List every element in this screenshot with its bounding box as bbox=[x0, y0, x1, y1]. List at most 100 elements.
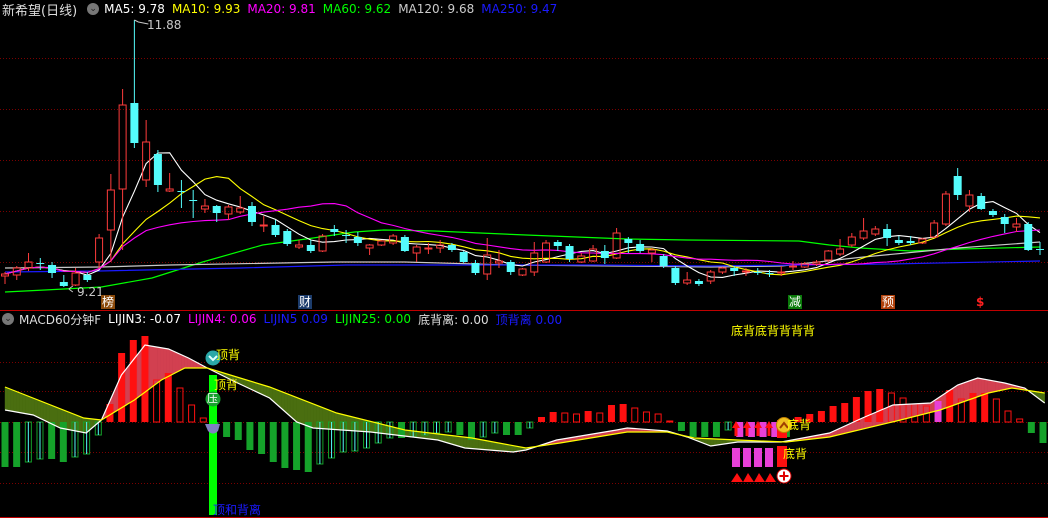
candle-up bbox=[542, 240, 551, 263]
candle-body bbox=[436, 244, 445, 249]
candle-body bbox=[506, 262, 515, 272]
candle-body bbox=[189, 200, 198, 201]
macd-band-segment bbox=[46, 402, 50, 423]
macd-bar-negative bbox=[234, 422, 242, 440]
macd-band-segment bbox=[54, 406, 59, 428]
candle-body bbox=[1024, 224, 1033, 250]
event-marker-rank[interactable]: 榜 bbox=[101, 295, 116, 309]
candle-body bbox=[859, 230, 868, 239]
candle-body bbox=[871, 228, 880, 235]
candle-body bbox=[389, 235, 398, 244]
macd-bar-positive bbox=[584, 411, 592, 422]
magenta-block bbox=[765, 448, 773, 467]
macd-bar-positive bbox=[852, 397, 860, 422]
plus-glyph bbox=[779, 471, 789, 481]
macd-band-segment bbox=[34, 398, 38, 418]
down-chevron-glyph bbox=[208, 355, 218, 362]
candle-down bbox=[988, 209, 997, 217]
ma120-value: MA120: 9.68 bbox=[398, 2, 475, 16]
candle-down bbox=[1036, 242, 1044, 255]
candle-down bbox=[1024, 222, 1033, 251]
dropdown-chevron-icon[interactable]: ⌄ bbox=[87, 3, 100, 15]
candle-body bbox=[824, 250, 833, 261]
candle-up bbox=[494, 250, 503, 268]
candle-body bbox=[600, 251, 609, 258]
main-header: 新希望(日线) ⌄ MA5: 9.78 MA10: 9.93 MA20: 9.8… bbox=[0, 0, 564, 19]
candle-up bbox=[518, 268, 527, 276]
macd-bar-positive-hollow bbox=[572, 413, 580, 423]
event-marker-forecast[interactable]: 预 bbox=[881, 295, 896, 309]
candle-up bbox=[930, 220, 939, 238]
macd-bar-positive-hollow bbox=[153, 379, 161, 423]
candle-down bbox=[36, 258, 45, 270]
candle-body bbox=[95, 237, 104, 263]
macd-bar-negative bbox=[223, 422, 231, 437]
macd-band-segment bbox=[495, 442, 500, 452]
pressure-circle-icon bbox=[205, 391, 221, 407]
candle-down bbox=[553, 240, 562, 251]
macd-band-segment bbox=[989, 380, 994, 393]
candle-body bbox=[941, 193, 950, 225]
bottom-divergence-label-1: 底背 bbox=[787, 418, 812, 432]
candle-body bbox=[259, 224, 268, 227]
macd-bar-positive-hollow bbox=[596, 412, 604, 423]
macd-bar-negative bbox=[456, 422, 464, 435]
macd-band-segment bbox=[498, 442, 503, 452]
dropdown-chevron-icon[interactable]: ⌄ bbox=[2, 313, 14, 325]
candle-body bbox=[412, 246, 421, 254]
down-chevron-circle-icon bbox=[205, 350, 221, 366]
macd-bar-positive bbox=[549, 412, 557, 422]
candle-body bbox=[553, 242, 562, 246]
candle-up bbox=[412, 245, 421, 262]
candle-up bbox=[318, 234, 327, 252]
macd-bar-positive-hollow bbox=[631, 407, 639, 423]
candle-body bbox=[1, 273, 9, 277]
event-marker-dividend[interactable]: $ bbox=[976, 295, 985, 309]
macd-bar-positive-hollow bbox=[899, 397, 907, 423]
candle-body bbox=[459, 252, 468, 262]
candle-down bbox=[471, 260, 480, 275]
macd-band-segment bbox=[431, 432, 435, 440]
red-signal-block bbox=[777, 446, 787, 467]
candle-body bbox=[636, 244, 645, 251]
top-divergence-value: 顶背离 0.00 bbox=[495, 312, 563, 327]
candle-body bbox=[212, 206, 221, 213]
candle-up bbox=[789, 261, 798, 270]
candle-down bbox=[765, 270, 774, 277]
candle-down bbox=[459, 251, 468, 263]
macd-bar-negative bbox=[48, 422, 56, 459]
macd-band-segment bbox=[428, 432, 432, 440]
bottom-divergence-value: 底背离: 0.00 bbox=[418, 312, 489, 327]
candle-up bbox=[224, 205, 233, 220]
macd-band-segment bbox=[981, 378, 985, 396]
candle-up bbox=[859, 218, 868, 240]
macd-band-segment bbox=[960, 382, 964, 403]
ma5-value: MA5: 9.78 bbox=[104, 2, 165, 16]
candle-body bbox=[530, 252, 539, 273]
candle-up bbox=[71, 268, 80, 286]
macd-band-segment bbox=[884, 407, 888, 425]
macd-band-segment bbox=[66, 411, 70, 431]
event-marker-finance[interactable]: 财 bbox=[298, 295, 313, 309]
candle-body bbox=[365, 244, 374, 249]
candle-body bbox=[200, 205, 209, 210]
macd-bar-positive-hollow bbox=[1004, 410, 1012, 423]
candle-body bbox=[647, 249, 656, 254]
candle-body bbox=[765, 273, 774, 274]
candle-down bbox=[506, 260, 515, 275]
macd-band-segment bbox=[19, 392, 23, 414]
event-marker-reduce[interactable]: 减 bbox=[788, 295, 803, 309]
macd-band-segment bbox=[907, 403, 911, 419]
macd-bar-negative bbox=[701, 422, 709, 437]
shield-icon bbox=[205, 424, 220, 434]
macd-bar-negative bbox=[304, 422, 312, 472]
macd-bar-negative bbox=[246, 422, 254, 450]
macd-band-segment bbox=[290, 394, 294, 420]
candle-down bbox=[400, 235, 409, 252]
low-price-label: 9.21 bbox=[77, 285, 104, 299]
up-arrow-icon bbox=[754, 421, 762, 436]
macd-band-segment bbox=[13, 390, 17, 413]
candle-up bbox=[577, 253, 586, 263]
up-arrow-icons bbox=[732, 421, 773, 436]
candle-body bbox=[730, 268, 739, 271]
